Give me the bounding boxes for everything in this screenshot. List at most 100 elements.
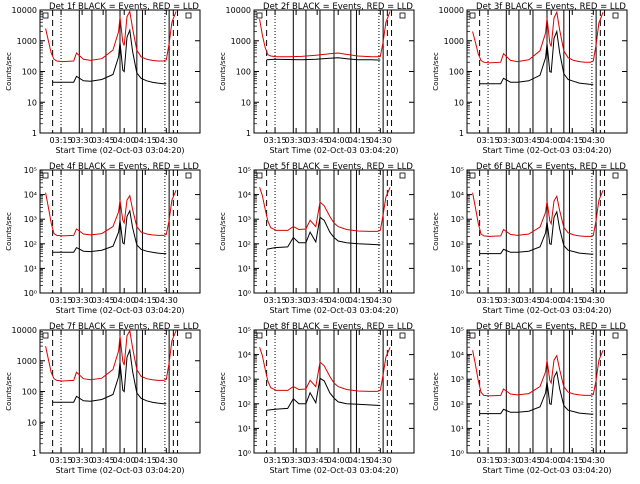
x-tick-label: 04:00 [540, 456, 563, 465]
panel-det-2f: 1 10 100 1000 10000 03:1503:3003:4504:0004:15… [219, 2, 415, 155]
y-tick-label: 10⁴ [24, 191, 37, 200]
y-tick-label: 10² [24, 240, 37, 249]
x-tick-label: 03:30 [71, 296, 94, 305]
x-axis-label: Start Time (02-Oct-03 03:04:20) [482, 146, 611, 155]
panel-title: Det 5f BLACK = Events, RED = LLD [263, 162, 413, 172]
y-tick-label: 10⁰ [238, 289, 251, 298]
corner-marker-box [256, 172, 263, 179]
y-tick-label: 10⁵ [451, 166, 464, 175]
x-tick-label: 03:45 [519, 136, 542, 145]
panel-det-5f: 10⁰10¹10²10³10⁴10⁵03:1503:3003:4504:0004… [219, 162, 415, 315]
x-tick-label: 03:30 [498, 456, 521, 465]
x-tick-label: 04:00 [113, 296, 136, 305]
x-tick-label: 04:15 [348, 296, 371, 305]
x-axis-label: Start Time (02-Oct-03 03:04:20) [482, 466, 611, 475]
x-tick-label: 04:15 [134, 136, 157, 145]
x-tick-label: 04:15 [561, 136, 584, 145]
y-tick-label: 10¹ [451, 424, 464, 433]
y-tick-label: 10⁴ [238, 191, 251, 200]
y-tick-label: 1000 [444, 37, 464, 46]
x-tick-label: 03:30 [285, 296, 308, 305]
series-events-line [266, 377, 381, 411]
y-tick-label: 10 [27, 98, 37, 107]
x-tick-label: 04:00 [327, 296, 350, 305]
y-axis-label: Counts/sec [219, 372, 227, 411]
corner-marker-box [256, 332, 263, 339]
y-tick-label: 10² [451, 400, 464, 409]
series-events-line [479, 210, 594, 255]
panel-det-4f: 10⁰10¹10²10³10⁴10⁵03:1503:3003:4504:0004… [5, 162, 201, 315]
corner-marker-box [469, 12, 476, 19]
y-tick-label: 1000 [17, 37, 37, 46]
x-tick-label: 03:30 [498, 296, 521, 305]
panel-title: Det 3f BLACK = Events, RED = LLD [476, 2, 626, 12]
x-tick-label: 03:15 [50, 136, 73, 145]
panel-det-9f: 10⁰10¹10²10³10⁴10⁵03:1503:3003:4504:0004… [432, 322, 628, 475]
series-lld-line [45, 329, 177, 382]
y-tick-label: 10⁰ [451, 289, 464, 298]
x-tick-label: 04:15 [134, 296, 157, 305]
series-lld-line [259, 11, 391, 58]
x-tick-label: 04:00 [540, 296, 563, 305]
series-events-line [479, 370, 594, 415]
y-tick-label: 1 [32, 449, 37, 458]
panel-det-8f: 10⁰10¹10²10³10⁴10⁵03:1503:3003:4504:0004… [219, 322, 415, 475]
panel-title: Det 4f BLACK = Events, RED = LLD [49, 162, 199, 172]
x-tick-label: 03:30 [71, 136, 94, 145]
x-tick-label: 03:15 [264, 296, 287, 305]
x-axis-label: Start Time (02-Oct-03 03:04:20) [269, 466, 398, 475]
y-axis-label: Counts/sec [432, 52, 440, 91]
x-tick-label: 04:30 [369, 296, 392, 305]
y-tick-label: 10⁰ [24, 289, 37, 298]
x-tick-label: 04:30 [582, 456, 605, 465]
x-tick-label: 03:30 [285, 456, 308, 465]
y-tick-label: 10⁰ [451, 449, 464, 458]
corner-marker-box [612, 332, 619, 339]
panel-det-7f: 1 10 100 1000 10000 03:1503:3003:4504:0004:15… [5, 322, 201, 475]
x-axis-label: Start Time (02-Oct-03 03:04:20) [55, 306, 184, 315]
x-tick-label: 04:15 [561, 456, 584, 465]
y-tick-label: 10 [241, 98, 251, 107]
x-tick-label: 03:45 [519, 456, 542, 465]
corner-marker-box [399, 172, 406, 179]
y-tick-label: 10 [27, 418, 37, 427]
panel-det-1f: 1 10 100 1000 10000 03:1503:3003:4504:0004:15… [5, 2, 201, 155]
panel-title: Det 8f BLACK = Events, RED = LLD [263, 322, 413, 332]
x-tick-label: 03:15 [264, 456, 287, 465]
y-tick-label: 10⁵ [24, 166, 37, 175]
x-tick-label: 04:30 [155, 456, 178, 465]
x-tick-label: 03:45 [519, 296, 542, 305]
corner-marker-box [185, 172, 192, 179]
x-tick-label: 03:45 [92, 456, 115, 465]
corner-marker-box [399, 12, 406, 19]
x-tick-label: 04:00 [113, 136, 136, 145]
y-tick-label: 10000 [439, 6, 464, 15]
y-axis-label: Counts/sec [5, 372, 13, 411]
corner-marker-box [42, 172, 49, 179]
corner-marker-box [42, 332, 49, 339]
y-tick-label: 10³ [24, 215, 37, 224]
y-tick-label: 10⁵ [238, 326, 251, 335]
series-lld-line [472, 10, 604, 64]
x-axis-label: Start Time (02-Oct-03 03:04:20) [269, 146, 398, 155]
x-tick-label: 04:00 [327, 456, 350, 465]
corner-marker-box [612, 172, 619, 179]
y-tick-label: 10³ [451, 215, 464, 224]
x-tick-label: 04:30 [369, 456, 392, 465]
y-axis-label: Counts/sec [432, 372, 440, 411]
corner-marker-box [42, 12, 49, 19]
y-tick-label: 10000 [226, 6, 251, 15]
y-axis-label: Counts/sec [432, 212, 440, 251]
x-tick-label: 04:30 [582, 136, 605, 145]
y-tick-label: 10³ [451, 375, 464, 384]
y-tick-label: 10² [238, 400, 251, 409]
panel-title: Det 9f BLACK = Events, RED = LLD [476, 322, 626, 332]
corner-marker-box [469, 172, 476, 179]
x-tick-label: 04:30 [369, 136, 392, 145]
corner-marker-box [469, 332, 476, 339]
y-axis-label: Counts/sec [219, 52, 227, 91]
y-tick-label: 10000 [12, 326, 37, 335]
x-tick-label: 03:15 [477, 456, 500, 465]
